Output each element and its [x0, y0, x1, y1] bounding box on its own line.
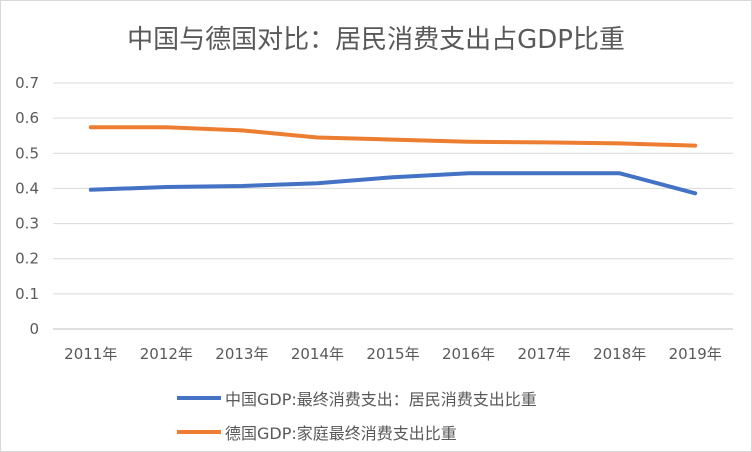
- series-line-germany: [88, 125, 698, 148]
- x-tick-label: 2016年: [442, 345, 495, 363]
- y-tick-label: 0: [29, 320, 39, 338]
- y-tick-label: 0.5: [15, 144, 39, 162]
- x-tick-label: 2017年: [518, 345, 571, 363]
- x-tick-label: 2011年: [64, 345, 117, 363]
- legend-swatch-china: [177, 396, 221, 400]
- x-tick-label: 2014年: [291, 345, 344, 363]
- x-tick-label: 2012年: [140, 345, 193, 363]
- y-tick-label: 0.4: [15, 179, 39, 197]
- legend-item-germany: 德国GDP:家庭最终消费支出比重: [177, 415, 737, 449]
- y-tick-label: 0.3: [15, 215, 39, 233]
- legend-item-china: 中国GDP:最终消费支出：居民消费支出比重: [177, 381, 737, 415]
- y-tick-label: 0.1: [15, 285, 39, 303]
- legend-swatch-germany: [177, 430, 221, 434]
- legend-label-germany: 德国GDP:家庭最终消费支出比重: [225, 424, 457, 443]
- x-tick-label: 2013年: [215, 345, 268, 363]
- y-tick-label: 0.2: [15, 250, 39, 268]
- x-tick-label: 2019年: [669, 345, 722, 363]
- series-line-china: [88, 171, 698, 196]
- x-tick-label: 2018年: [593, 345, 646, 363]
- y-tick-label: 0.6: [15, 109, 39, 127]
- x-tick-label: 2015年: [366, 345, 419, 363]
- legend-label-china: 中国GDP:最终消费支出：居民消费支出比重: [225, 390, 537, 409]
- y-tick-label: 0.7: [15, 74, 39, 92]
- chart-title: 中国与德国对比：居民消费支出占GDP比重: [127, 25, 625, 55]
- legend: 中国GDP:最终消费支出：居民消费支出比重 德国GDP:家庭最终消费支出比重: [177, 381, 737, 449]
